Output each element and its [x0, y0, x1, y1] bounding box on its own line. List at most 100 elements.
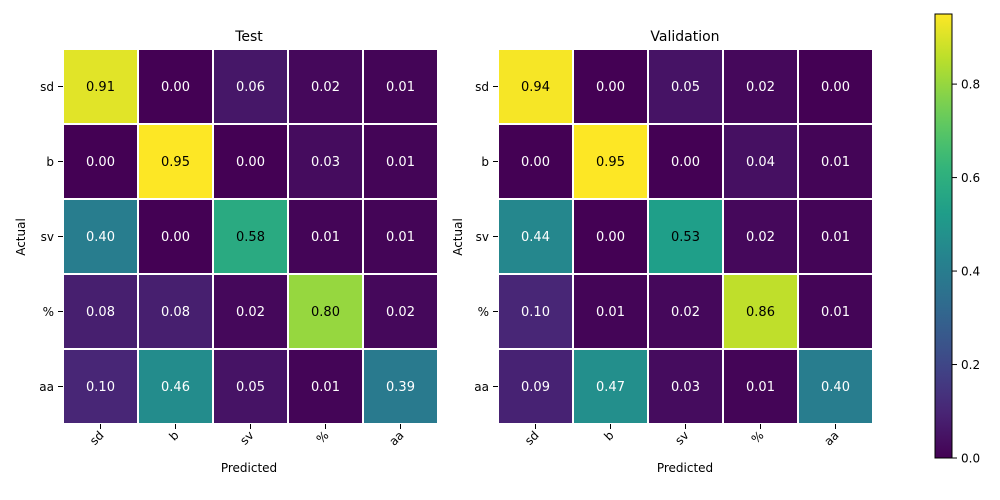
heatmap-validation-cell-label: 0.10 — [521, 305, 550, 320]
heatmap-validation-cell-label: 0.47 — [596, 380, 625, 395]
heatmap-validation-cell — [722, 348, 799, 425]
heatmap-test-cell-label: 0.01 — [311, 230, 340, 245]
heatmap-validation-cell-label: 0.00 — [596, 230, 625, 245]
heatmap-validation-xlabel: Predicted — [657, 461, 713, 475]
heatmap-test-cell-label: 0.02 — [311, 80, 340, 95]
heatmap-validation-cell-label: 0.00 — [596, 80, 625, 95]
heatmap-validation-x-tick-label: aa — [821, 428, 841, 448]
heatmap-test-cell-label: 0.08 — [161, 305, 190, 320]
heatmap-test-y-tick-label: aa — [39, 380, 54, 394]
heatmap-validation-y-tick-labels: sd b sv% aa — [474, 80, 498, 394]
heatmap-test-cell — [137, 273, 214, 350]
heatmap-validation-cell — [647, 348, 724, 425]
heatmap-test-cell-label: 0.05 — [236, 380, 265, 395]
heatmap-test-cell-label: 0.58 — [236, 230, 265, 245]
heatmap-validation-cell-label: 0.00 — [671, 155, 700, 170]
heatmap-test-cell — [287, 273, 364, 350]
colorbar-tick-label: 0.0 — [961, 452, 980, 466]
heatmap-validation-x-tick-label: sv — [672, 428, 691, 447]
heatmap-test-cell-label: 0.00 — [161, 230, 190, 245]
heatmap-validation-y-tick-label: aa — [474, 380, 489, 394]
heatmap-validation-cell-label: 0.01 — [821, 305, 850, 320]
heatmap-test-cell-label: 0.91 — [86, 80, 115, 95]
heatmap-test-cell-label: 0.02 — [386, 305, 415, 320]
heatmap-validation-cell-label: 0.01 — [821, 230, 850, 245]
heatmap-validation: Validation 0.94 0.00 0.05 0.02 0.00 0.00 0.95 0… — [451, 29, 874, 475]
heatmap-test-y-tick-label: sv — [41, 230, 54, 244]
colorbar: 0.0 0.2 0.4 0.6 0.8 — [934, 13, 980, 466]
heatmap-test-cell-label: 0.06 — [236, 80, 265, 95]
heatmap-validation-cell-label: 0.03 — [671, 380, 700, 395]
heatmap-test-ylabel: Actual — [14, 218, 28, 256]
heatmap-test-cell — [62, 348, 139, 425]
heatmap-test-cell-label: 0.80 — [311, 305, 340, 320]
heatmap-test-cell-label: 0.02 — [236, 305, 265, 320]
heatmap-test-x-tick-label: sd — [87, 428, 107, 448]
heatmap-test-cell-label: 0.46 — [161, 380, 190, 395]
heatmap-test-cell — [137, 348, 214, 425]
heatmap-test-cell — [362, 123, 439, 200]
heatmap-test-y-tick-label: b — [46, 155, 54, 169]
heatmap-validation-cell-label: 0.02 — [746, 80, 775, 95]
heatmap-validation-cell-label: 0.95 — [596, 155, 625, 170]
heatmap-validation-y-tick-label: sd — [475, 80, 489, 94]
colorbar-gradient — [934, 13, 953, 459]
heatmap-validation-cell — [797, 348, 874, 425]
heatmap-validation-cell — [647, 48, 724, 125]
heatmap-test-cell-label: 0.10 — [86, 380, 115, 395]
heatmap-validation-cell-label: 0.09 — [521, 380, 550, 395]
colorbar-tick-label: 0.8 — [961, 78, 980, 92]
heatmap-validation-cell-label: 0.04 — [746, 155, 775, 170]
heatmap-test-cell — [287, 198, 364, 275]
heatmap-validation-cell — [572, 198, 649, 275]
heatmap-test-cell-label: 0.00 — [161, 80, 190, 95]
heatmap-test-cell-label: 0.00 — [236, 155, 265, 170]
heatmap-validation-cell — [647, 123, 724, 200]
heatmap-test-cell — [137, 198, 214, 275]
colorbar-tick-label: 0.4 — [961, 265, 980, 279]
heatmap-test-cell-label: 0.01 — [311, 380, 340, 395]
heatmap-validation-y-tick-label: sv — [476, 230, 489, 244]
heatmap-test-cell-label: 0.00 — [86, 155, 115, 170]
heatmap-validation-cell-label: 0.01 — [821, 155, 850, 170]
heatmap-test-y-tick-labels: sd b sv% aa — [39, 80, 63, 394]
heatmap-test-cell — [137, 48, 214, 125]
heatmap-test-cell — [362, 273, 439, 350]
heatmap-test-cell-label: 0.03 — [311, 155, 340, 170]
heatmap-validation-cell-label: 0.02 — [746, 230, 775, 245]
heatmap-test-xlabel: Predicted — [221, 461, 277, 475]
heatmap-validation-cell — [722, 48, 799, 125]
heatmap-test-x-tick-label: % — [314, 428, 332, 446]
heatmap-validation-cell — [797, 48, 874, 125]
heatmap-test-cell-label: 0.08 — [86, 305, 115, 320]
heatmap-validation-cell — [722, 273, 799, 350]
heatmap-test-x-tick-label: b — [166, 428, 181, 443]
heatmap-validation-cell-label: 0.94 — [521, 80, 550, 95]
heatmap-test-cell-label: 0.39 — [386, 380, 415, 395]
heatmap-test-y-tick-label: % — [43, 305, 54, 319]
heatmap-validation-x-tick-label: % — [749, 428, 767, 446]
heatmap-validation-cell-label: 0.01 — [746, 380, 775, 395]
heatmap-validation-x-tick-label: sd — [522, 428, 542, 448]
colorbar-ticks: 0.0 0.2 0.4 0.6 0.8 — [952, 78, 980, 466]
heatmap-test-cell-label: 0.01 — [386, 230, 415, 245]
heatmap-test-cell-label: 0.40 — [86, 230, 115, 245]
heatmap-test-cell-label: 0.01 — [386, 80, 415, 95]
colorbar-tick-label: 0.2 — [961, 358, 980, 372]
colorbar-tick-label: 0.6 — [961, 171, 980, 185]
heatmap-validation-y-tick-label: b — [481, 155, 489, 169]
heatmap-validation-cell-label: 0.05 — [671, 80, 700, 95]
heatmap-test-cell-label: 0.01 — [386, 155, 415, 170]
heatmap-validation-ylabel: Actual — [451, 218, 465, 256]
heatmap-validation-cell — [572, 273, 649, 350]
heatmap-validation-cell-label: 0.00 — [821, 80, 850, 95]
heatmap-test-y-tick-label: sd — [40, 80, 54, 94]
heatmap-validation-cell-label: 0.02 — [671, 305, 700, 320]
heatmap-validation-cell — [647, 198, 724, 275]
heatmap-test-x-tick-label: sv — [237, 428, 256, 447]
heatmap-validation-cell — [497, 348, 574, 425]
heatmap-validation-title: Validation — [650, 29, 719, 45]
heatmap-test: Test 0.91 0.00 0.06 0.02 0.01 0.00 0.95 0.00 0.0… — [14, 29, 439, 475]
heatmap-validation-cell-label: 0.40 — [821, 380, 850, 395]
